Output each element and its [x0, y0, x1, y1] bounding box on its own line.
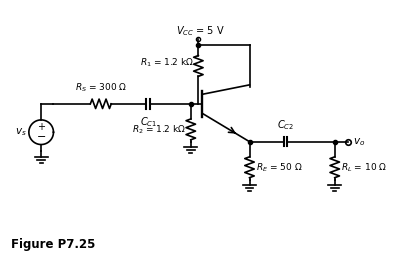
- Text: $R_E$ = 50 Ω: $R_E$ = 50 Ω: [256, 161, 303, 174]
- Text: $V_{CC}$ = 5 V: $V_{CC}$ = 5 V: [176, 24, 225, 38]
- Text: $C_{C1}$: $C_{C1}$: [139, 115, 157, 129]
- Text: $v_o$: $v_o$: [353, 136, 365, 148]
- Text: $C_{C2}$: $C_{C2}$: [277, 118, 294, 132]
- Text: +: +: [37, 122, 45, 132]
- Text: Figure P7.25: Figure P7.25: [11, 237, 95, 251]
- Text: $R_L$ = 10 Ω: $R_L$ = 10 Ω: [341, 161, 387, 174]
- Text: $R_S$ = 300 Ω: $R_S$ = 300 Ω: [75, 82, 127, 94]
- Text: $R_1$ = 1.2 kΩ: $R_1$ = 1.2 kΩ: [139, 57, 193, 69]
- Text: −: −: [37, 132, 46, 142]
- Text: $R_2$ = 1.2 kΩ: $R_2$ = 1.2 kΩ: [132, 123, 186, 136]
- Text: $v_s$: $v_s$: [15, 126, 27, 138]
